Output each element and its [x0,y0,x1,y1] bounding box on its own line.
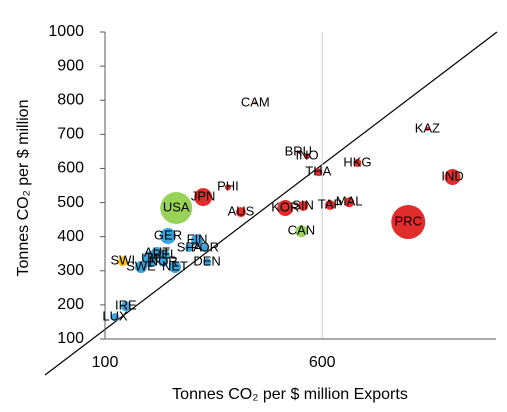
point-label: LUX [102,309,128,324]
y-tick-label: 600 [57,160,84,177]
point-label: UK [141,251,159,266]
bubble [159,227,176,244]
point-label: KOR [271,199,299,214]
bubble [425,126,430,131]
bubble [185,243,194,252]
x-tick-label: 600 [309,354,336,371]
point-label: BRU [285,144,312,159]
y-tick-label: 800 [57,91,84,108]
bubble [298,200,309,211]
bubble [142,251,159,268]
y-tick-label: 100 [57,330,84,347]
point-label: CAM [241,94,270,109]
point-label: KAZ [415,120,440,135]
reference-line [44,31,498,376]
y-tick-label: 500 [57,194,84,211]
point-label: TAP [318,196,342,211]
bubble [314,168,323,177]
point-label: THA [305,164,331,179]
point-label: FIN [187,232,208,247]
bubble [203,257,212,266]
bubble [235,207,246,218]
bubble [168,261,181,274]
bubble [277,200,294,217]
y-tick-label: 300 [57,262,84,279]
y-tick-label: 1000 [48,23,84,40]
bubble [391,204,426,239]
bubble [344,197,355,208]
bubble [253,101,257,105]
point-label: SIN [292,197,314,212]
point-label: PRC [395,213,422,228]
point-label: INO [295,148,318,163]
point-label: NOR [149,253,178,268]
point-label: SWI [111,253,136,268]
point-label: DEN [193,253,220,268]
bubble [194,188,213,207]
bubble [295,225,308,238]
bubble [444,168,461,185]
y-tick-label: 900 [57,57,84,74]
point-label: SPA [177,239,202,254]
bubble [117,256,128,267]
bubble [304,153,311,160]
x-axis-title: Tonnes CO₂ per $ million Exports [172,386,408,403]
point-label: JPN [191,189,216,204]
point-label: GER [154,227,182,242]
point-label: POR [191,239,219,254]
x-tick-label: 100 [92,354,119,371]
bubble [160,192,193,225]
bubble [200,243,209,252]
point-label: IRE [115,298,137,313]
bubble [110,313,119,322]
point-label: NET [162,258,188,273]
bubble [158,256,169,267]
point-label: BEL [153,247,178,262]
point-label: USA [163,199,190,214]
y-axis-title: Tonnes CO₂ per $ million [15,100,32,277]
point-label: IND [441,168,463,183]
y-tick-label: 200 [57,296,84,313]
point-label: MAL [336,194,363,209]
bubble [224,184,231,191]
point-label: PHI [217,179,239,194]
y-tick-label: 400 [57,228,84,245]
bubble [191,234,204,247]
bubble [353,158,362,167]
point-label: CAN [288,223,315,238]
bubble [120,301,131,312]
bubble [325,199,336,210]
point-label: AUS [228,204,255,219]
point-label: SWE [126,258,156,273]
bubble [296,150,301,154]
y-tick-label: 700 [57,126,84,143]
point-label: HKG [343,154,371,169]
bubble [135,261,148,274]
point-label: AUT [144,244,170,259]
